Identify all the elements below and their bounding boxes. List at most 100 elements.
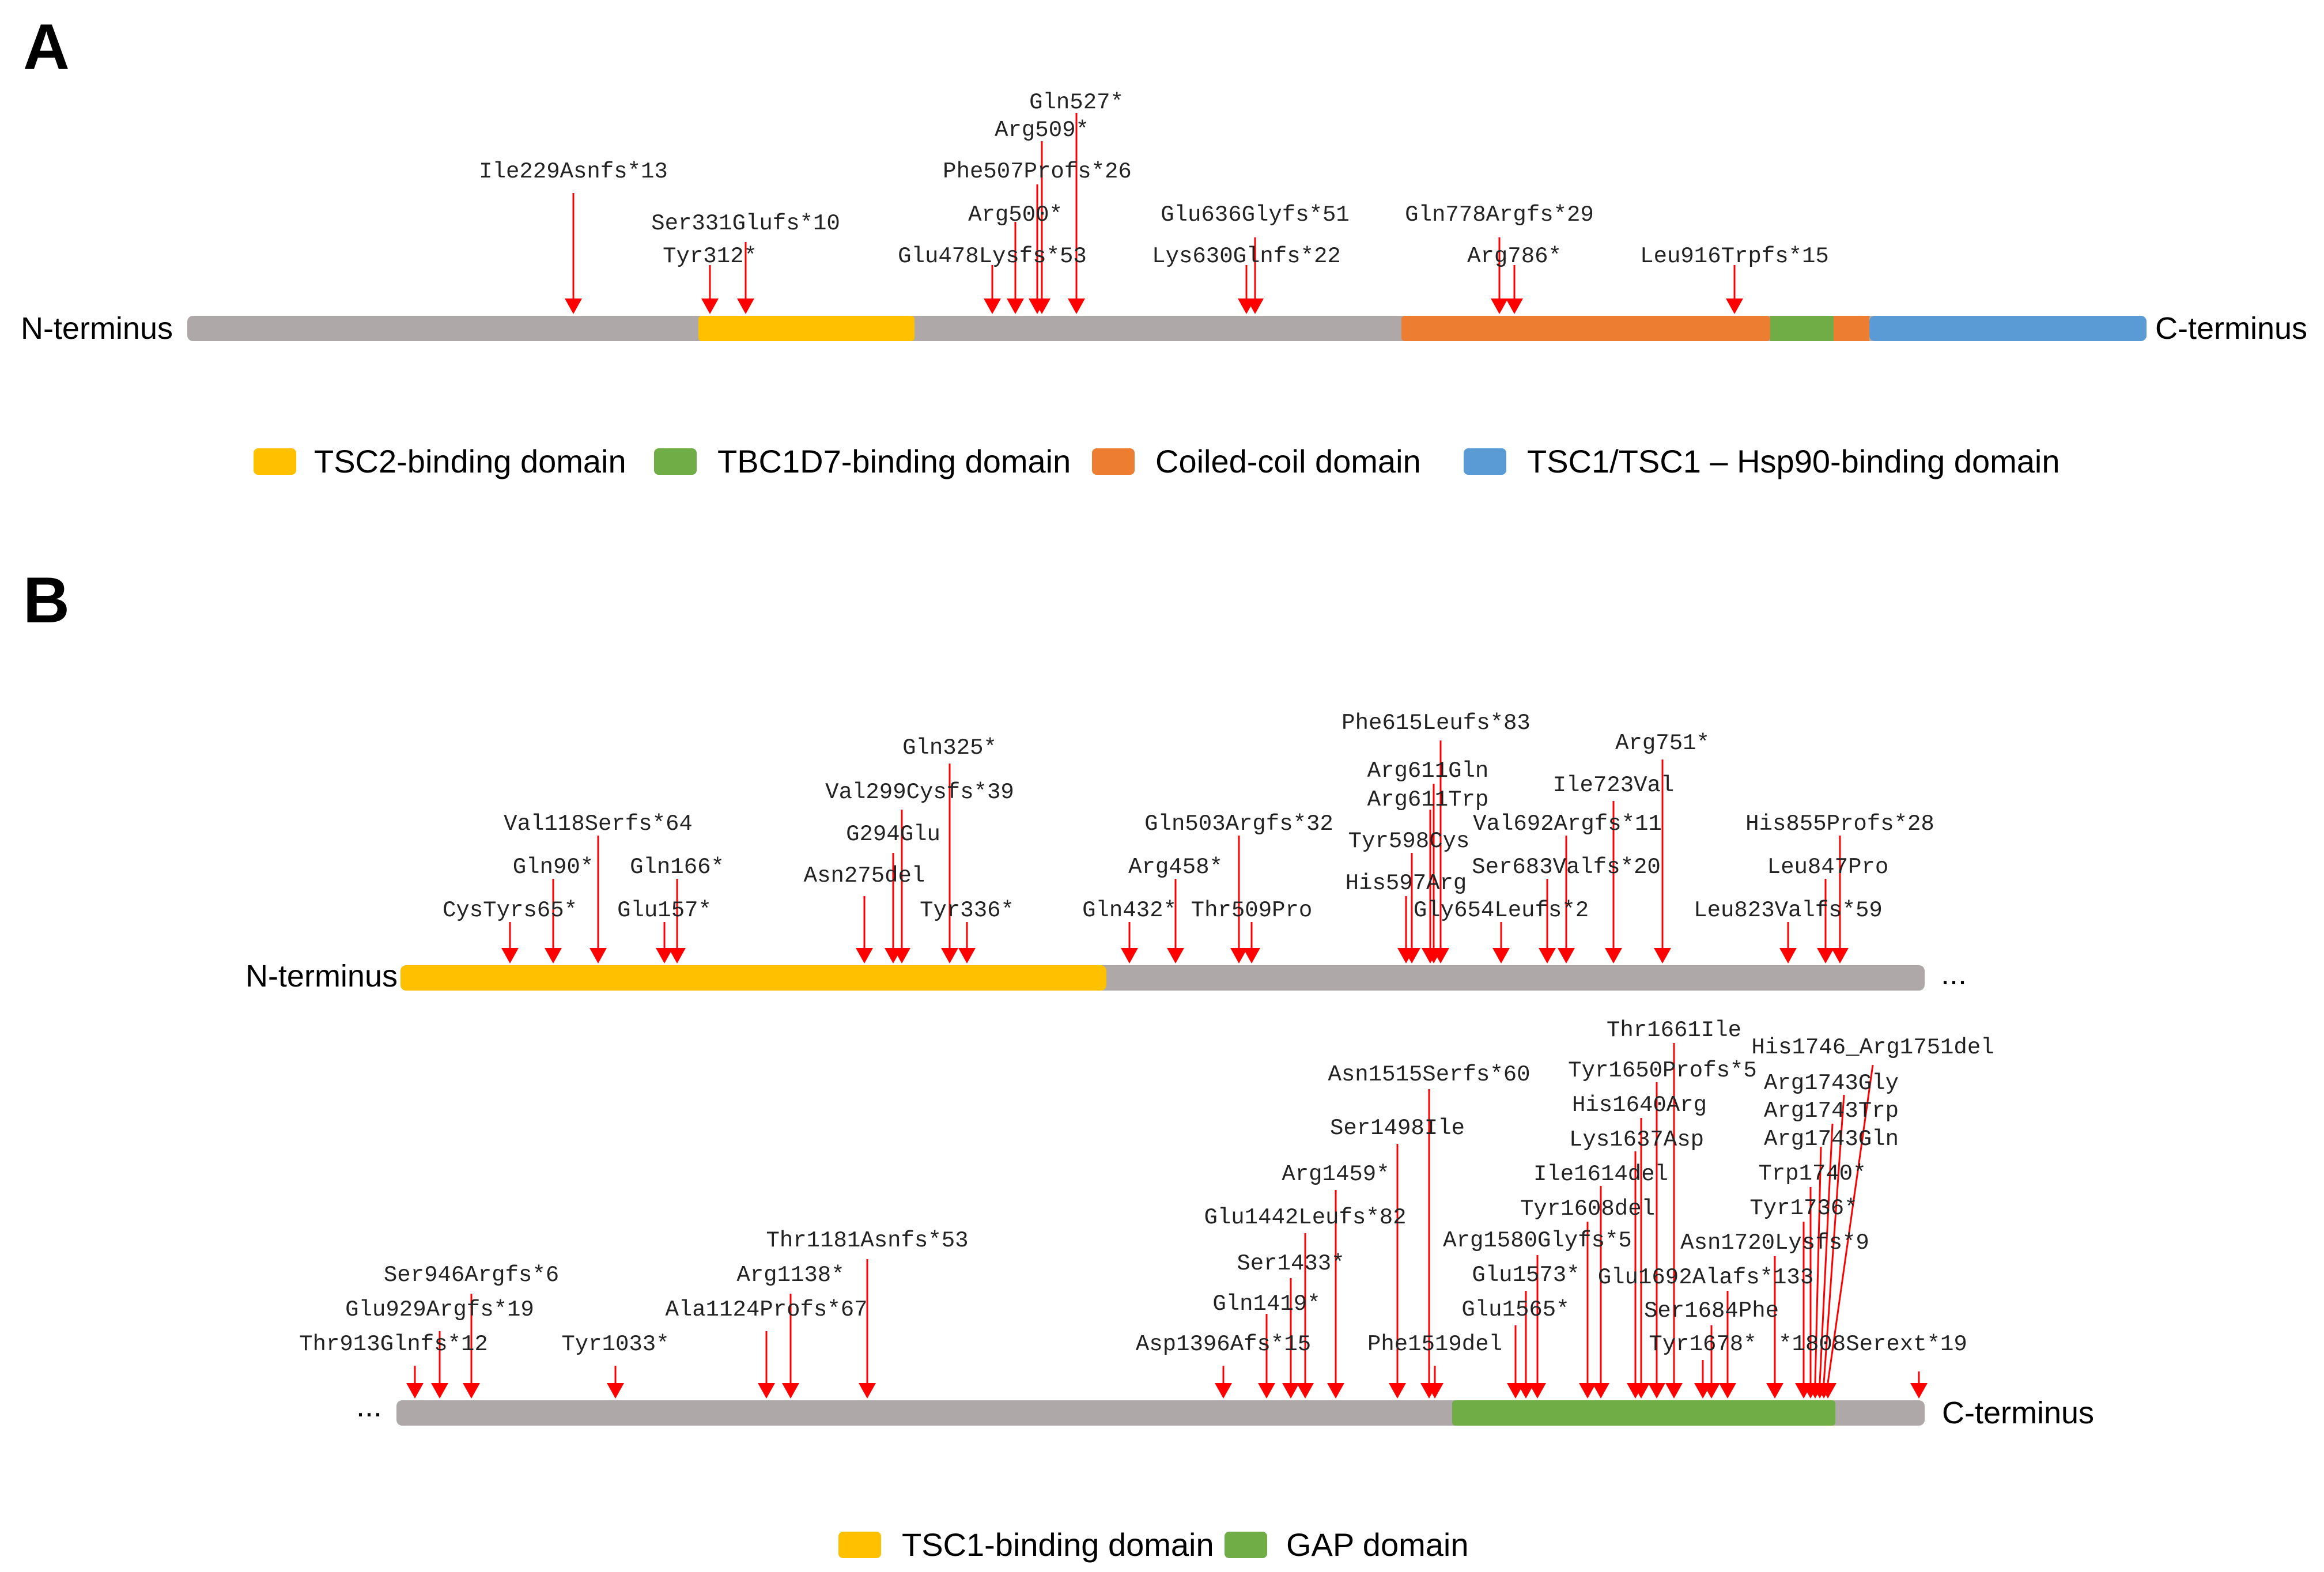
arrowhead (758, 1383, 775, 1399)
arrowhead (1282, 1383, 1299, 1399)
arrowhead (782, 1383, 799, 1399)
mutation-label: Ala1124Profs*67 (665, 1297, 867, 1322)
legend-label: TSC1-binding domain (902, 1526, 1214, 1563)
mutation-label: *1808Serext*19 (1778, 1332, 1967, 1357)
mutation-label: CysTyrs65* (443, 898, 577, 923)
mutation-label: Ile1614del (1533, 1162, 1668, 1187)
arrowhead-gln778 (1491, 298, 1508, 314)
arrowhead (1297, 1383, 1314, 1399)
mutation-label: Thr1181Asnfs*53 (766, 1228, 968, 1253)
arrowhead-glu478 (984, 298, 1001, 314)
arrowhead (1579, 1383, 1596, 1399)
arrowhead-ile229 (565, 298, 582, 314)
arrowhead-leu916 (1726, 298, 1743, 314)
mutation-label: Tyr1678* (1649, 1332, 1756, 1357)
mutation-label: Tyr598Cys (1348, 829, 1470, 854)
mutation-label: Thr509Pro (1191, 898, 1313, 923)
tsc1-protein-bar (187, 316, 2147, 341)
mutation-label: Ser946Argfs*6 (384, 1263, 559, 1288)
arrowhead (1258, 1383, 1275, 1399)
arrowhead (607, 1383, 624, 1399)
mutation-label: Tyr1608del (1520, 1196, 1655, 1222)
mutation-label: Thr913Glnfs*12 (299, 1332, 488, 1357)
arrowhead (1633, 1383, 1650, 1399)
mutation-label: Leu916Trpfs*15 (1640, 244, 1829, 269)
mutation-label: Gln90* (513, 855, 594, 880)
panel-b-legend: TSC1-binding domain GAP domain (838, 1526, 1468, 1563)
arrowhead (668, 948, 686, 963)
mutation-label: Ile723Val (1553, 773, 1675, 798)
mutation-label: Tyr1033* (561, 1332, 669, 1357)
mutation-label: Ser683Valfs*20 (1472, 855, 1661, 880)
mutation-label: Arg1138* (736, 1263, 844, 1288)
mutation-label: Phe507Profs*26 (943, 159, 1132, 184)
panel-b-letter: B (23, 564, 70, 636)
mutation-label: His855Profs*28 (1745, 811, 1934, 837)
coiled-coil-domain-tail (1834, 316, 1869, 341)
n-terminus-label: N-terminus (245, 959, 398, 993)
mutation-label: Glu157* (617, 898, 712, 923)
mutation-label: Val692Argfs*11 (1473, 811, 1662, 837)
arrowhead (1230, 948, 1248, 963)
arrowhead-gln527 (1068, 298, 1085, 314)
mutation-label: Arg1459* (1282, 1162, 1389, 1187)
arrowhead (1529, 1383, 1546, 1399)
arrowhead (1327, 1383, 1344, 1399)
c-terminus-label: C-terminus (2155, 311, 2307, 346)
mutation-label: Ile229Asnfs*13 (479, 159, 668, 184)
legend-swatch-hsp90-binding (1464, 448, 1506, 475)
arrowhead (1665, 1383, 1683, 1399)
mutation-label: Tyr1650Profs*5 (1568, 1058, 1757, 1083)
mutation-label: Phe1519del (1367, 1332, 1502, 1357)
mutation-label: Arg611Gln (1367, 758, 1489, 784)
mutation-label: Arg500* (968, 202, 1063, 228)
mutation-label: Ser1498Ile (1330, 1116, 1465, 1141)
arrowhead (406, 1383, 424, 1399)
arrowhead (501, 948, 519, 963)
arrowhead (1432, 948, 1449, 963)
arrowhead (1819, 1383, 1836, 1399)
arrowhead (1539, 948, 1556, 963)
panel-b-row2-arrows (406, 1043, 1928, 1399)
mutation-label: Glu1692Alafs*133 (1598, 1265, 1813, 1290)
mutation-label: Arg1743Trp (1764, 1098, 1899, 1124)
mutation-label: Gln1419* (1212, 1291, 1320, 1317)
tsc1-binding-domain (400, 965, 1106, 991)
arrowhead-ser331 (737, 298, 754, 314)
arrowhead (1592, 1383, 1609, 1399)
arrowhead (1215, 1383, 1232, 1399)
arrowhead (859, 1383, 876, 1399)
legend-swatch-tsc2-binding (254, 448, 296, 475)
arrowhead (1654, 948, 1671, 963)
mutation-label: Arg786* (1467, 244, 1562, 269)
arrowhead (463, 1383, 480, 1399)
arrowhead-arg500 (1007, 298, 1024, 314)
arrowhead (1389, 1383, 1406, 1399)
mutation-label: Gln325* (902, 735, 997, 761)
arrowhead (656, 948, 673, 963)
mutation-label: Gln527* (1029, 90, 1124, 115)
mutation-label: Tyr1736* (1749, 1196, 1857, 1221)
mutation-label: Leu823Valfs*59 (1694, 898, 1883, 923)
mutation-label: Glu478Lysfs*53 (898, 244, 1087, 269)
arrowhead (589, 948, 607, 963)
mutation-label: Arg458* (1128, 855, 1223, 880)
mutation-label: Arg1743Gly (1764, 1071, 1899, 1096)
arrowhead (1703, 1383, 1720, 1399)
arrowhead (1910, 1383, 1928, 1399)
mutation-label: Gln503Argfs*32 (1144, 811, 1333, 837)
mutation-label: Asn1515Serfs*60 (1328, 1062, 1530, 1087)
arrowhead (893, 948, 910, 963)
arrow (1819, 1123, 1834, 1384)
mutation-label: Ser1684Phe (1644, 1298, 1779, 1324)
legend-label: TSC1/TSC1 – Hsp90-binding domain (1527, 443, 2060, 479)
arrowhead-tyr312 (701, 298, 719, 314)
mutation-label: Glu929Argfs*19 (345, 1297, 534, 1322)
arrowhead (1492, 948, 1510, 963)
legend-label: TBC1D7-binding domain (717, 443, 1071, 479)
legend-swatch-tbc1d7-binding (654, 448, 697, 475)
mutation-label: Gly654Leufs*2 (1414, 898, 1589, 923)
arrowhead (941, 948, 958, 963)
mutation-label: Ser331Glufs*10 (651, 211, 840, 236)
